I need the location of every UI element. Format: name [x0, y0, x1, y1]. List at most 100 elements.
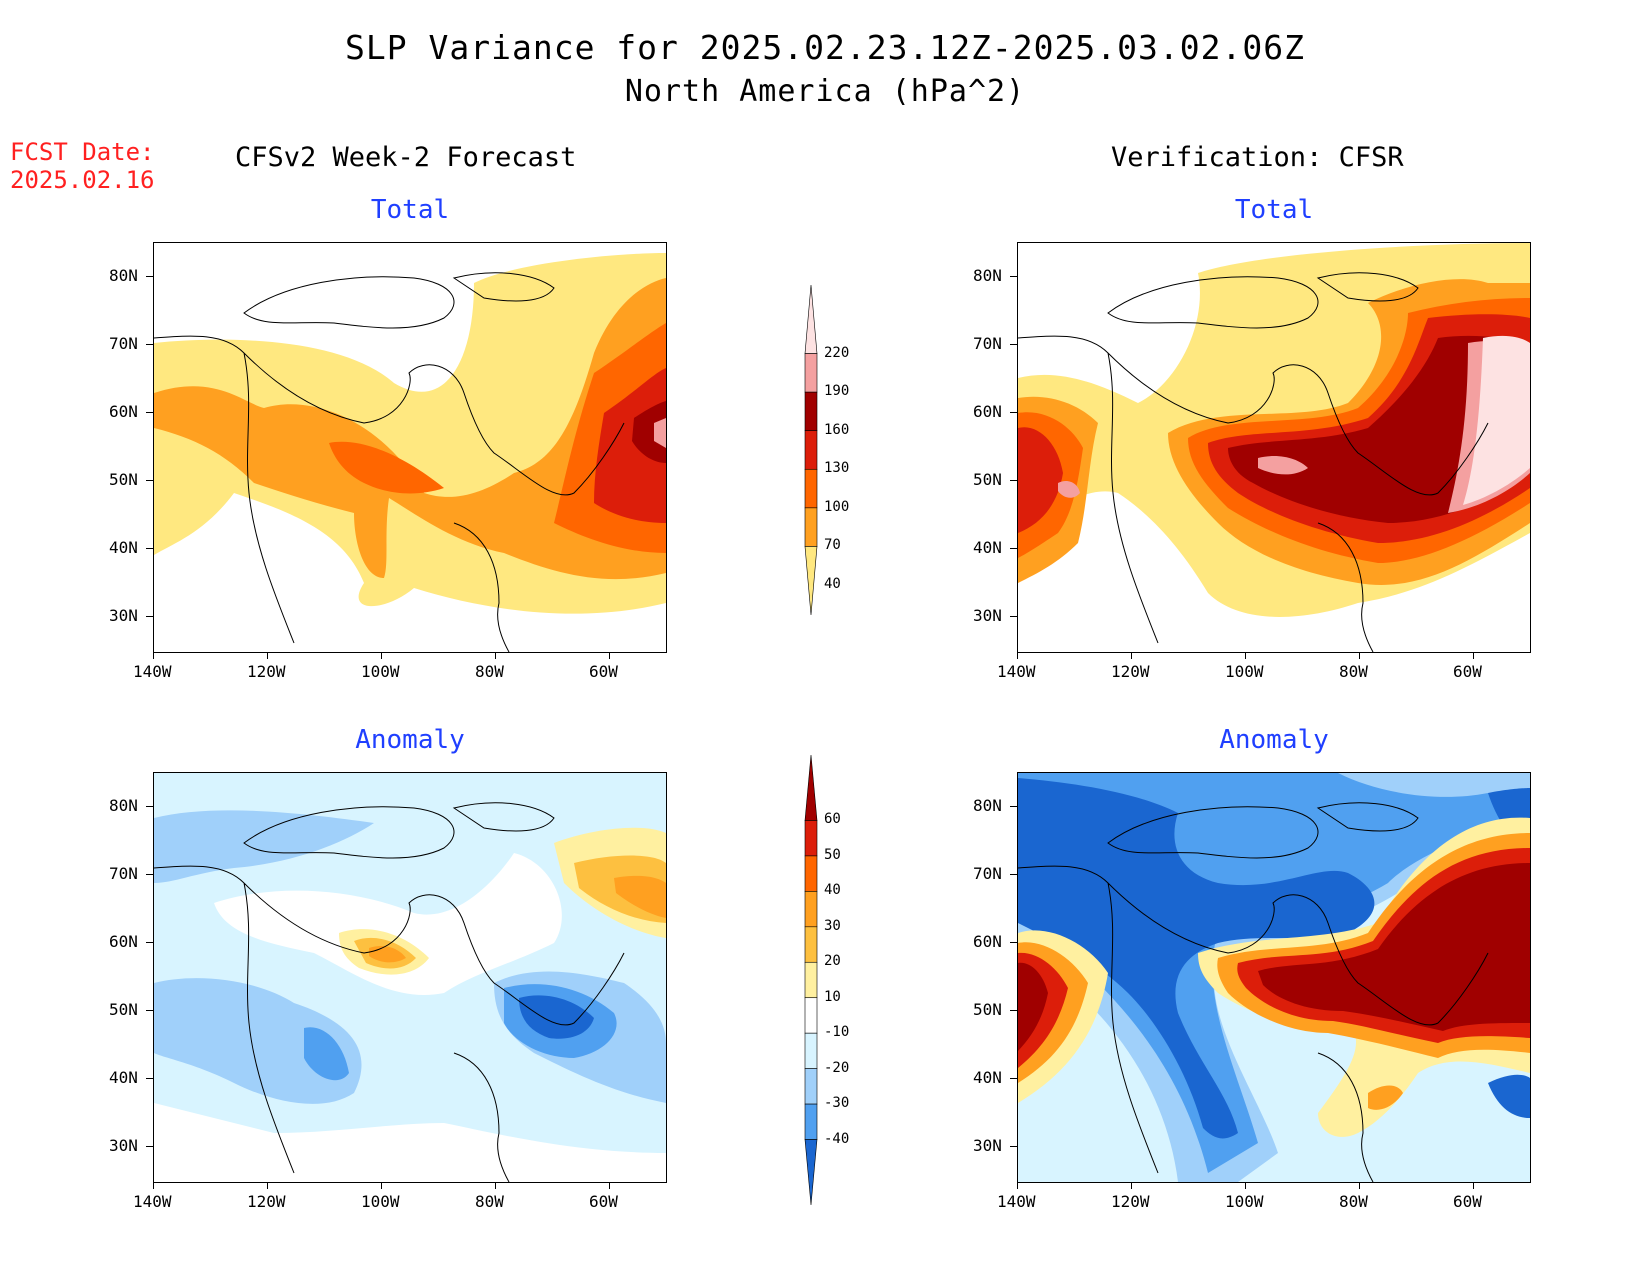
lon-tick-label: 140W	[133, 662, 172, 681]
lon-tick-label: 120W	[1111, 1192, 1150, 1211]
lat-tick-label: 40N	[973, 1068, 1002, 1087]
anomaly-colorbar-tick-label: 60	[824, 811, 841, 828]
lon-tick-mark	[381, 1182, 382, 1189]
lon-tick-mark	[1473, 1182, 1474, 1189]
total-colorbar-swatch	[804, 391, 818, 432]
anomaly-colorbar-tick-label: -40	[824, 1130, 850, 1147]
fc-total-70-region	[154, 278, 666, 580]
total-colorbar-swatch	[804, 353, 818, 393]
lon-tick-mark	[495, 652, 496, 659]
total-colorbar	[800, 284, 830, 616]
lat-tick-label: 50N	[973, 1000, 1002, 1019]
fc-anom-neg40-region	[519, 995, 594, 1039]
lat-tick-mark	[146, 1010, 153, 1011]
anomaly-colorbar-swatch	[804, 1103, 818, 1140]
anomaly-colorbar-swatch	[804, 997, 818, 1034]
anomaly-colorbar-tick-label: -20	[824, 1059, 850, 1076]
ver-total-title: Total	[1234, 195, 1314, 225]
lat-tick-label: 40N	[109, 538, 138, 557]
fc-anom-map	[153, 772, 667, 1183]
arctic-islands	[243, 272, 555, 329]
anomaly-colorbar-swatch	[804, 855, 818, 892]
ver-anom-map	[1017, 772, 1531, 1183]
ver-anom-neg40-region	[1018, 778, 1530, 1139]
total-colorbar-swatch	[804, 546, 818, 616]
main-title: SLP Variance for 2025.02.23.12Z-2025.03.…	[345, 28, 1305, 67]
ver-total-220-region	[1463, 335, 1530, 505]
lat-tick-mark	[1010, 344, 1017, 345]
lon-tick-mark	[1245, 652, 1246, 659]
fc-anom-30-region	[369, 875, 666, 963]
anomaly-colorbar-tick-label: -10	[824, 1024, 850, 1041]
coastline	[1018, 335, 1489, 652]
anomaly-colorbar-swatch	[804, 926, 818, 963]
lat-tick-label: 70N	[109, 864, 138, 883]
lat-tick-mark	[146, 874, 153, 875]
total-colorbar-tick-label: 130	[824, 460, 850, 477]
total-colorbar-tick-label: 220	[824, 344, 850, 361]
lon-tick-label: 120W	[1111, 662, 1150, 681]
total-colorbar-swatch	[804, 468, 818, 509]
anomaly-colorbar-graphic	[804, 754, 818, 1206]
lat-tick-mark	[146, 1146, 153, 1147]
lon-tick-mark	[1359, 1182, 1360, 1189]
total-colorbar-tick-label: 40	[824, 576, 841, 592]
lat-tick-mark	[1010, 548, 1017, 549]
lat-tick-label: 50N	[973, 470, 1002, 489]
lon-tick-label: 80W	[1339, 662, 1368, 681]
fc-total-100-region	[329, 323, 666, 553]
lat-tick-mark	[1010, 412, 1017, 413]
lat-tick-mark	[146, 942, 153, 943]
lon-tick-label: 120W	[247, 662, 286, 681]
lat-tick-label: 80N	[109, 266, 138, 285]
lon-tick-label: 140W	[997, 662, 1036, 681]
fc-anom-20-region	[354, 855, 666, 969]
lat-tick-label: 40N	[109, 1068, 138, 1087]
anomaly-colorbar-tick-label: 40	[824, 882, 841, 899]
lat-tick-mark	[1010, 1010, 1017, 1011]
lat-tick-label: 50N	[109, 470, 138, 489]
lat-tick-label: 80N	[973, 266, 1002, 285]
lon-tick-mark	[381, 652, 382, 659]
fc-total-map	[153, 242, 667, 653]
lat-tick-label: 80N	[973, 796, 1002, 815]
lat-tick-label: 30N	[109, 606, 138, 625]
lon-tick-label: 100W	[1225, 1192, 1264, 1211]
lon-tick-mark	[1359, 652, 1360, 659]
coastline	[154, 335, 625, 652]
verification-column-heading: Verification: CFSR	[1111, 142, 1404, 173]
anomaly-colorbar-swatch	[804, 1139, 818, 1206]
total-colorbar-tick-label: 160	[824, 421, 850, 438]
lat-tick-mark	[146, 1078, 153, 1079]
lat-tick-mark	[146, 480, 153, 481]
lon-tick-label: 80W	[475, 662, 504, 681]
coastline	[1018, 865, 1489, 1182]
anomaly-colorbar-tick-label: 30	[824, 917, 841, 934]
arctic-islands	[243, 802, 555, 859]
lat-tick-mark	[146, 548, 153, 549]
lat-tick-mark	[1010, 806, 1017, 807]
lon-tick-mark	[1131, 1182, 1132, 1189]
total-colorbar-tick-label: 70	[824, 537, 841, 554]
lon-tick-mark	[267, 1182, 268, 1189]
lat-tick-label: 70N	[109, 334, 138, 353]
lon-tick-mark	[609, 652, 610, 659]
lon-tick-label: 100W	[361, 662, 400, 681]
total-colorbar-graphic	[804, 284, 818, 616]
lon-tick-mark	[1245, 1182, 1246, 1189]
lat-tick-label: 60N	[109, 932, 138, 951]
total-colorbar-swatch	[804, 507, 818, 547]
lon-tick-mark	[495, 1182, 496, 1189]
anomaly-colorbar-tick-label: 20	[824, 953, 841, 970]
lat-tick-mark	[1010, 276, 1017, 277]
lon-tick-label: 140W	[997, 1192, 1036, 1211]
coastline	[154, 865, 625, 1182]
forecast-date-heading: FCST Date:	[10, 138, 155, 166]
lat-tick-label: 30N	[973, 1136, 1002, 1155]
lon-tick-mark	[267, 652, 268, 659]
anomaly-colorbar	[800, 754, 830, 1206]
anomaly-colorbar-tick-label: 10	[824, 988, 841, 1005]
forecast-column-heading: CFSv2 Week-2 Forecast	[235, 142, 577, 173]
lat-tick-label: 60N	[973, 402, 1002, 421]
anomaly-colorbar-swatch	[804, 1032, 818, 1069]
